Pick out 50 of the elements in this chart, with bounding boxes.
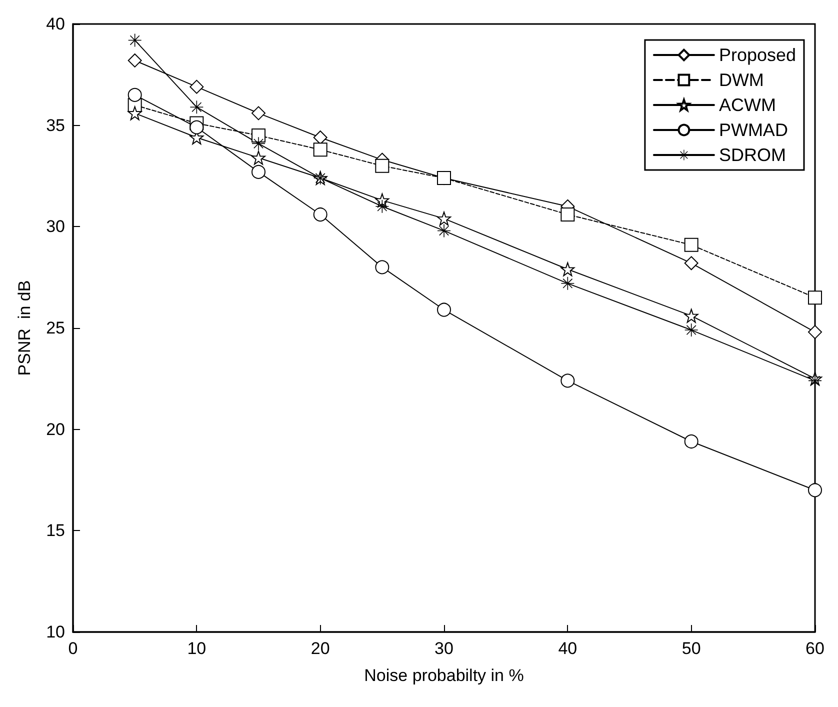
x-tick-label: 40: [558, 639, 578, 658]
y-tick-label: 20: [46, 420, 65, 439]
point: [560, 262, 575, 276]
legend-label: PWMAD: [718, 120, 788, 140]
point: [437, 302, 451, 317]
y-tick-label: 25: [46, 318, 65, 338]
legend-label: DWM: [718, 70, 764, 90]
point: [313, 208, 328, 222]
point: [684, 256, 698, 270]
y-axis-title: PSNR in dB: [15, 280, 34, 376]
point: [252, 164, 266, 179]
point: [190, 100, 204, 114]
y-tick-label: 10: [46, 622, 65, 642]
point: [375, 158, 390, 173]
point: [190, 120, 204, 134]
legend-label: SDROM: [718, 145, 786, 165]
point: [684, 308, 698, 323]
y-tick-label: 30: [46, 217, 65, 236]
x-axis-title: Noise probabilty in %: [364, 666, 524, 685]
point: [252, 128, 266, 142]
x-tick-label: 0: [68, 639, 78, 658]
point: [560, 374, 575, 388]
y-tick-label: 15: [46, 521, 65, 540]
point: [560, 208, 575, 222]
legend-label: ACWM: [718, 95, 776, 115]
point: [808, 325, 822, 340]
y-tick-label: 40: [46, 14, 65, 34]
point: [252, 106, 266, 120]
x-tick-label: 30: [434, 639, 454, 658]
y-tick-label: 35: [46, 116, 65, 135]
point: [808, 290, 822, 305]
point: [684, 238, 698, 252]
point: [561, 276, 574, 290]
point: [437, 212, 451, 226]
point: [437, 171, 451, 186]
point: [376, 200, 389, 213]
x-tick-label: 50: [682, 639, 701, 658]
point: [375, 260, 390, 274]
point: [252, 137, 265, 150]
x-tick-label: 20: [310, 639, 330, 658]
legend-label: Proposed: [718, 45, 796, 65]
point: [128, 88, 142, 102]
point: [190, 80, 204, 94]
point: [252, 150, 266, 165]
x-tick-label: 60: [806, 639, 824, 658]
point: [808, 483, 822, 498]
x-tick-label: 10: [187, 639, 206, 658]
point: [313, 142, 328, 157]
point: [684, 434, 698, 448]
point: [128, 106, 142, 120]
